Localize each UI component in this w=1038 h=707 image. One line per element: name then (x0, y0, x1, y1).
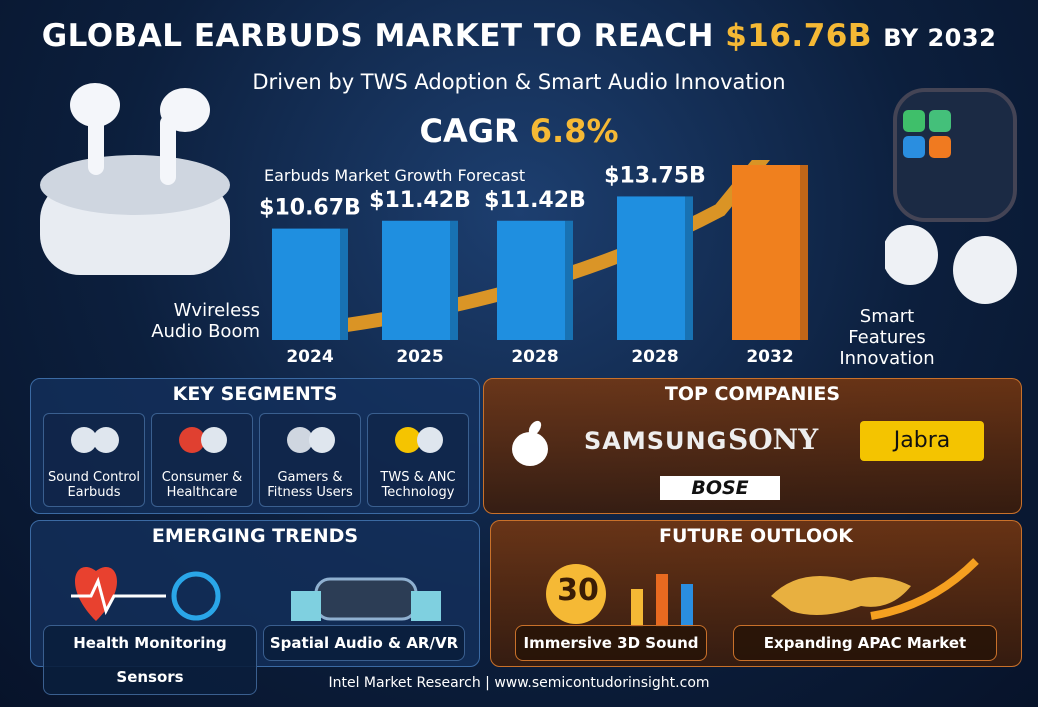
side-label-right: Smart Features Innovation (839, 306, 935, 369)
footer: Intel Market Research | www.semicontudor… (328, 675, 710, 691)
emerging-trends-panel: EMERGING TRENDS Health Monitoring Sensor… (30, 520, 480, 695)
value-label: $11.42B (369, 188, 471, 213)
segment-icon (179, 427, 227, 453)
bar-side (565, 220, 573, 340)
top-companies-panel: TOP COMPANIES SAMSUNG SONY Jabra BOSE (483, 378, 1022, 514)
title-suffix: BY 2032 (883, 24, 997, 52)
watch-illustration (885, 88, 1017, 304)
bar-side (340, 228, 348, 340)
company: Jabra (860, 421, 984, 461)
segment-label: Consumer & Healthcare (161, 470, 243, 500)
segment-card: Sound Control Earbuds (43, 413, 145, 507)
segment-card: Consumer & Healthcare (151, 413, 253, 507)
bar-chart: Earbuds Market Growth Forecast $10.67B 20… (259, 160, 808, 367)
chart-title: Earbuds Market Growth Forecast (264, 166, 525, 185)
segment-card: Gamers & Fitness Users (259, 413, 361, 507)
title-value: $16.76B (725, 18, 872, 54)
company: SAMSUNG (584, 427, 728, 455)
cagr-value: 6.8% (529, 112, 619, 150)
segment-icon (287, 427, 335, 453)
trend-label: Health Monitoring Sensors (43, 625, 257, 695)
value-label: $11.42B (484, 188, 586, 213)
title: GLOBAL EARBUDS MARKET TO REACH $16.76B B… (0, 18, 1038, 54)
bar (732, 165, 808, 340)
bar (272, 228, 348, 340)
subtitle: Driven by TWS Adoption & Smart Audio Inn… (252, 70, 786, 94)
company: BOSE (660, 476, 780, 500)
health-icon (71, 567, 221, 621)
panel-title: FUTURE OUTLOOK (658, 525, 854, 547)
segment-icon (71, 427, 119, 453)
future-outlook-panel: FUTURE OUTLOOK 30 Immersive 3D Sound Exp… (490, 520, 1022, 667)
bar (497, 220, 573, 340)
bar-side (800, 165, 808, 340)
cagr: CAGR 6.8% (0, 112, 1038, 150)
panel-title: KEY SEGMENTS (172, 383, 338, 405)
bar (382, 220, 458, 340)
value-label: $13.75B (604, 163, 706, 188)
segment-icon (395, 427, 443, 453)
segment-card: TWS & ANC Technology (367, 413, 469, 507)
title-text: GLOBAL EARBUDS MARKET TO REACH (41, 18, 714, 54)
side-label-left: Wvireless Audio Boom (151, 300, 260, 342)
cagr-label: CAGR (419, 112, 519, 150)
segment-label: Gamers & Fitness Users (267, 470, 353, 500)
segment-label: Sound Control Earbuds (47, 470, 141, 500)
bar-side (685, 196, 693, 340)
outlook-label: Immersive 3D Sound (515, 625, 707, 661)
outlook-label: Expanding APAC Market (733, 625, 997, 661)
segment-label: TWS & ANC Technology (380, 470, 456, 500)
badge: 30 (557, 573, 599, 608)
x-tick-label: 2024 (286, 347, 333, 367)
company: SONY (728, 423, 819, 456)
map-icon (771, 558, 979, 620)
key-segments-panel: KEY SEGMENTS Sound Control Earbuds Consum… (30, 378, 480, 514)
bar (617, 196, 693, 340)
x-tick-label: 2028 (631, 347, 678, 367)
vr-icon (291, 577, 441, 621)
sound-icon (546, 564, 693, 627)
x-tick-label: 2032 (746, 347, 793, 367)
apple-logo (512, 420, 548, 466)
trend-label: Spatial Audio & AR/VR (263, 625, 465, 661)
x-tick-label: 2025 (396, 347, 443, 367)
earbuds-illustration (40, 83, 230, 275)
value-label: $10.67B (259, 196, 361, 221)
x-tick-label: 2028 (511, 347, 558, 367)
bar-side (450, 220, 458, 340)
panel-title: TOP COMPANIES (664, 383, 841, 405)
panel-title: EMERGING TRENDS (151, 525, 359, 547)
